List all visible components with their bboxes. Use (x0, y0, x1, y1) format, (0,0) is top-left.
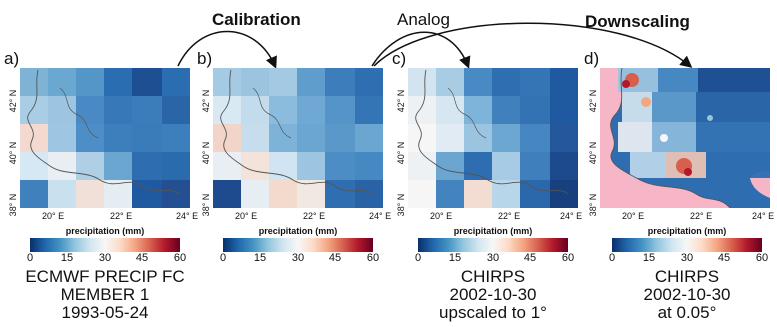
colorbar-gradient (418, 238, 568, 252)
cb-tick: 30 (680, 252, 694, 264)
panel-label-a: a) (4, 49, 20, 68)
panel-label-b: b) (197, 49, 213, 68)
cb-tick: 30 (98, 252, 112, 264)
xtick-b-22: 22° E (303, 211, 326, 221)
map-panel-d (600, 68, 770, 208)
stage-calibration: Calibration (212, 10, 301, 29)
precip-field (618, 68, 770, 178)
caption-c: CHIRPS 2002-10-30 upscaled to 1° (439, 267, 547, 322)
colorbar-c: precipitation (mm) 0 15 30 45 60 (415, 226, 574, 266)
coastline (220, 69, 374, 195)
xtick-d-24: 24° E (752, 211, 775, 221)
cb-tick: 15 (448, 252, 462, 264)
coastline (610, 68, 731, 208)
flow-arrows (177, 22, 693, 69)
land-mask (600, 68, 730, 208)
cb-tick: 45 (523, 252, 537, 264)
grid-cells (213, 68, 383, 208)
xtick-c-24: 24° E (560, 211, 583, 221)
ytick-c-42: 42° N (396, 89, 406, 113)
map-panel-b (213, 68, 383, 208)
cb-tick: 30 (291, 252, 305, 264)
stage-downscaling: Downscaling (585, 12, 690, 31)
xtick-a-22: 22° E (110, 211, 133, 221)
cb-tick: 60 (561, 252, 575, 264)
cb-tick: 0 (26, 252, 34, 264)
colorbar-gradient (612, 238, 762, 252)
cb-tick: 0 (219, 252, 227, 264)
cb-tick: 0 (608, 252, 616, 264)
cb-tick: 60 (366, 252, 380, 264)
ytick-a-40: 40° N (8, 141, 18, 165)
grid-cells (408, 68, 578, 208)
map-panel-a (20, 68, 190, 208)
ytick-b-38: 38° N (201, 193, 211, 217)
coastline (415, 69, 569, 195)
precip-hotspots (622, 73, 713, 176)
cb-tick: 15 (642, 252, 656, 264)
cb-tick: 15 (60, 252, 74, 264)
panel-label-c: c) (392, 49, 407, 68)
cb-tick: 45 (328, 252, 342, 264)
colorbar-gradient (30, 238, 180, 252)
colorbar-title: precipitation (mm) (647, 226, 727, 236)
ytick-b-40: 40° N (201, 141, 211, 165)
ytick-b-42: 42° N (201, 89, 211, 113)
colorbar-a: precipitation (mm) 0 15 30 45 60 (27, 226, 186, 266)
xtick-b-24: 24° E (369, 211, 392, 221)
colorbar-b: precipitation (mm) 0 15 30 45 60 (220, 226, 379, 266)
ytick-a-38: 38° N (8, 193, 18, 217)
ytick-d-40: 40° N (588, 141, 598, 165)
cb-tick: 60 (755, 252, 769, 264)
cb-tick: 30 (486, 252, 500, 264)
coastline (27, 69, 181, 195)
arrow-calibration (177, 30, 277, 69)
xtick-a-24: 24° E (176, 211, 199, 221)
panel-label-d: d) (584, 49, 600, 68)
map-panel-c (408, 68, 578, 208)
cb-tick: 60 (173, 252, 187, 264)
colorbar-title: precipitation (mm) (258, 226, 338, 236)
cb-tick: 45 (135, 252, 149, 264)
ytick-c-38: 38° N (396, 193, 406, 217)
colorbar-d: precipitation (mm) 0 15 30 45 60 (609, 226, 768, 266)
colorbar-gradient (223, 238, 373, 252)
colorbar-title: precipitation (mm) (65, 226, 145, 236)
xtick-b-20: 20° E (235, 211, 258, 221)
cb-tick: 15 (253, 252, 267, 264)
arrow-analog (371, 31, 471, 69)
xtick-c-20: 20° E (430, 211, 453, 221)
ytick-a-42: 42° N (8, 89, 18, 113)
xtick-d-20: 20° E (622, 211, 645, 221)
cb-tick: 45 (717, 252, 731, 264)
caption-d: CHIRPS 2002-10-30 at 0.05° (643, 267, 731, 322)
caption-a: ECMWF PRECIP FC MEMBER 1 1993-05-24 (25, 267, 185, 322)
ytick-d-42: 42° N (588, 89, 598, 113)
colorbar-title: precipitation (mm) (453, 226, 533, 236)
xtick-a-20: 20° E (42, 211, 65, 221)
ytick-d-38: 38° N (588, 193, 598, 217)
grid-cells (20, 68, 190, 208)
ytick-c-40: 40° N (396, 141, 406, 165)
cb-tick: 0 (414, 252, 422, 264)
arrow-downscaling (373, 22, 693, 68)
stage-analog: Analog (397, 10, 450, 29)
xtick-c-22: 22° E (498, 211, 521, 221)
xtick-d-22: 22° E (690, 211, 713, 221)
